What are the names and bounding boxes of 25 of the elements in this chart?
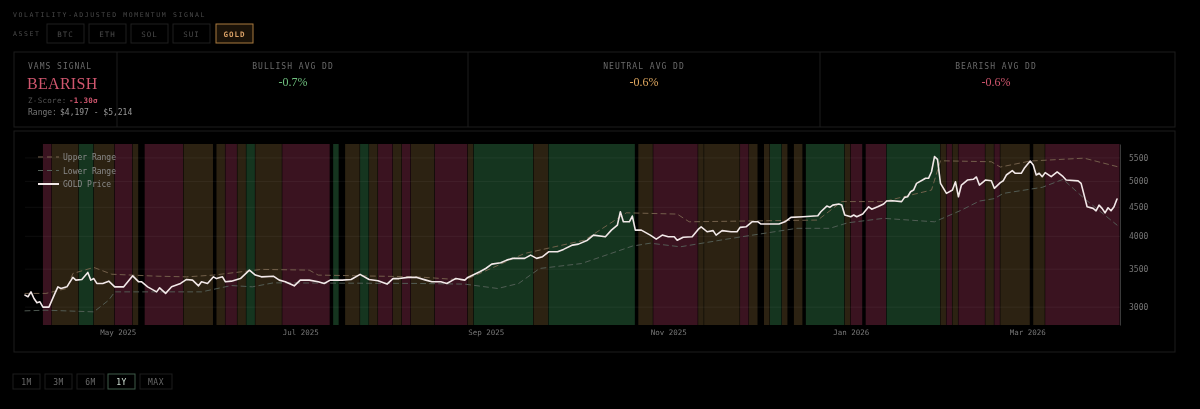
text: -0.7% — [278, 75, 308, 89]
line-series — [24, 178, 1118, 313]
legend-label: GOLD Price — [63, 180, 112, 189]
text: NEUTRAL AVG DD — [603, 62, 685, 71]
text: BULLISH AVG DD — [252, 62, 334, 71]
text: 1Y — [116, 377, 127, 387]
legend-label: Lower Range — [63, 166, 117, 176]
text: 1M — [21, 377, 32, 387]
text: 6M — [85, 377, 96, 387]
text: -0.6% — [981, 75, 1011, 89]
text: BEARISH — [27, 75, 98, 92]
y-tick-label: 5000 — [1129, 177, 1149, 187]
text: VAMS SIGNAL — [28, 62, 92, 71]
y-tick-label: 4500 — [1129, 203, 1149, 213]
text: MAX — [148, 377, 164, 387]
text: 3M — [53, 377, 64, 387]
y-tick-label: 3000 — [1129, 303, 1149, 313]
text: $4,197 - $5,214 — [60, 108, 133, 117]
text: -0.6% — [629, 75, 659, 89]
legend-label: Upper Range — [63, 153, 117, 162]
text: Range: — [28, 108, 57, 117]
y-tick-label: 3500 — [1129, 265, 1149, 275]
text: BEARISH AVG DD — [955, 62, 1037, 71]
y-tick-label: 5500 — [1129, 153, 1149, 163]
y-tick-label: 4000 — [1129, 232, 1149, 242]
